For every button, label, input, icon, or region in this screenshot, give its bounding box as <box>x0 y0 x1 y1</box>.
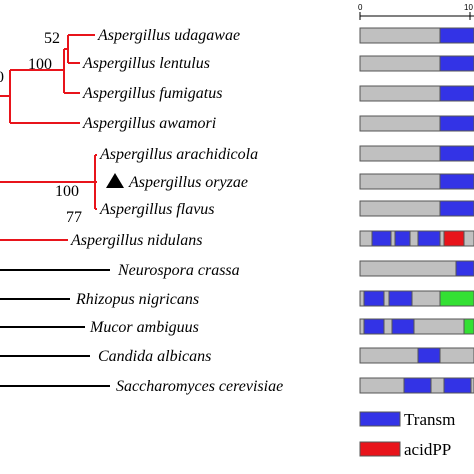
taxon-label: Aspergillus oryzae <box>128 174 248 191</box>
scale-ruler: 0 10 <box>358 3 474 20</box>
taxon-label: Aspergillus arachidicola <box>99 146 258 163</box>
transmembrane-domain <box>439 55 474 72</box>
taxon-label: Aspergillus fumigatus <box>82 85 222 102</box>
green-domain <box>439 290 474 307</box>
bootstrap-value: 77 <box>66 209 82 226</box>
bootstrap-value: 52 <box>44 30 60 47</box>
transmembrane-domain <box>391 318 415 335</box>
taxon-label: Aspergillus flavus <box>99 201 215 218</box>
taxon-label: Aspergillus lentulus <box>82 55 210 72</box>
taxon-label: Neurospora crassa <box>117 262 240 279</box>
aspergillus-clade-branches <box>0 34 97 241</box>
legend-label: Transm <box>404 410 455 429</box>
legend-label: acidPP <box>404 440 451 459</box>
legend-swatch-transmembrane <box>359 411 401 427</box>
transmembrane-domain <box>363 318 385 335</box>
branch <box>63 48 80 94</box>
legend-swatch-acidppc <box>359 441 401 457</box>
protein-bar <box>359 318 474 335</box>
scale-tick-label: 0 <box>358 3 363 12</box>
transmembrane-domain <box>439 200 474 217</box>
transmembrane-domain <box>417 347 441 364</box>
bootstrap-value: 100 <box>55 183 79 200</box>
transmembrane-domain <box>439 115 474 132</box>
transmembrane-domain <box>439 27 474 44</box>
acidppc-domain <box>443 230 465 247</box>
taxon-label: Mucor ambiguus <box>89 319 199 336</box>
transmembrane-domain <box>388 290 413 307</box>
taxon-label: Aspergillus awamori <box>82 115 216 132</box>
scale-tick-label: 10 <box>464 3 473 12</box>
transmembrane-domain <box>363 290 385 307</box>
transmembrane-domain <box>439 85 474 102</box>
taxon-label: Rhizopus nigricans <box>75 291 199 308</box>
taxon-label: Aspergillus nidulans <box>70 232 202 249</box>
outgroup-branches <box>0 269 110 387</box>
legend: Transm acidPP <box>359 410 455 459</box>
bootstrap-value: 100 <box>28 56 52 73</box>
marker-triangle-icon <box>106 173 124 188</box>
transmembrane-domain <box>439 145 474 162</box>
protein-architectures <box>359 27 474 394</box>
bootstrap-value: 0 <box>0 69 4 86</box>
green-domain <box>463 318 474 335</box>
transmembrane-domain <box>394 230 411 247</box>
protein-bar <box>359 347 474 364</box>
transmembrane-domain <box>403 377 432 394</box>
transmembrane-domain <box>443 377 472 394</box>
taxon-label: Aspergillus udagawae <box>97 27 240 44</box>
transmembrane-domain <box>455 260 474 277</box>
branch <box>9 69 80 124</box>
taxon-label: Saccharomyces cerevisiae <box>116 378 283 395</box>
taxon-label: Candida albicans <box>98 348 211 365</box>
transmembrane-domain <box>371 230 392 247</box>
protein-bar <box>359 260 474 277</box>
transmembrane-domain <box>439 173 474 190</box>
transmembrane-domain <box>417 230 441 247</box>
